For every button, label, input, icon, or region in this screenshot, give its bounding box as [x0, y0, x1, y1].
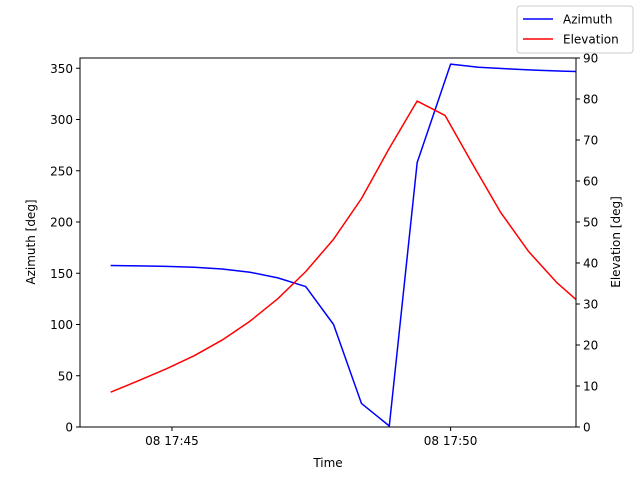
right-y-tick-label: 90 [583, 52, 598, 66]
left-y-tick-label: 300 [50, 113, 73, 127]
right-y-tick-label: 70 [583, 134, 598, 148]
right-y-tick-label: 20 [583, 339, 598, 353]
left-y-tick-label: 100 [50, 318, 73, 332]
legend: Azimuth Elevation [516, 5, 634, 54]
left-y-tick-label: 0 [65, 421, 73, 435]
x-axis: 08 17:45 08 17:50 [145, 427, 477, 448]
left-y-tick-label: 350 [50, 62, 73, 76]
legend-frame [516, 5, 634, 54]
right-y-tick-label: 30 [583, 298, 598, 312]
left-y-axis-label: Azimuth [deg] [24, 199, 38, 284]
x-axis-label: Time [312, 456, 342, 470]
left-y-tick-label: 250 [50, 164, 73, 178]
series-line-elevation [110, 100, 576, 393]
legend-azimuth-label: Azimuth [563, 13, 612, 27]
right-y-tick-label: 60 [583, 175, 598, 189]
x-tick-label: 08 17:50 [424, 434, 478, 448]
x-tick-label: 08 17:45 [145, 434, 199, 448]
right-y-axis-label: Elevation [deg] [609, 196, 623, 288]
left-y-tick-label: 50 [58, 369, 73, 383]
right-y-tick-label: 80 [583, 93, 598, 107]
left-y-tick-label: 200 [50, 216, 73, 230]
plot-frame [79, 57, 577, 428]
right-y-tick-label: 10 [583, 380, 598, 394]
right-y-tick-label: 40 [583, 257, 598, 271]
series-line-azimuth [110, 63, 576, 427]
left-y-tick-label: 150 [50, 267, 73, 281]
right-y-axis: 0 10 20 30 40 50 60 70 80 90 [576, 52, 598, 435]
plot-area [79, 57, 577, 428]
legend-elevation-label: Elevation [563, 33, 619, 47]
right-y-tick-label: 50 [583, 216, 598, 230]
left-y-axis: 0 50 100 150 200 250 300 350 [50, 62, 80, 435]
right-y-tick-label: 0 [583, 421, 591, 435]
